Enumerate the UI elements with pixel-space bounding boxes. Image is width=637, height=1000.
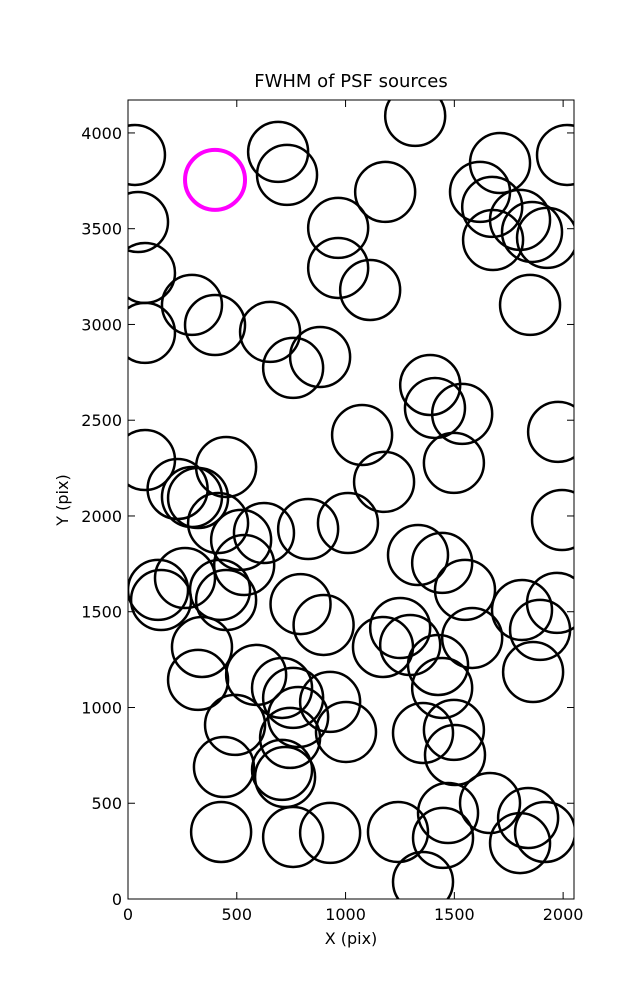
source-circle <box>391 701 455 765</box>
source-circle <box>490 578 554 642</box>
source-circle <box>238 300 302 364</box>
source-circle <box>316 491 380 555</box>
source-circle <box>189 800 253 864</box>
y-axis-label: Y (pix) <box>53 474 72 526</box>
source-circle <box>498 273 562 337</box>
y-tick-label: 0 <box>112 890 122 909</box>
source-circle <box>276 497 340 561</box>
source-circle <box>461 208 525 272</box>
y-tick-label: 500 <box>91 794 122 813</box>
x-tick-label: 500 <box>222 905 253 924</box>
x-axis-label: X (pix) <box>325 929 378 948</box>
source-circle <box>203 693 267 757</box>
source-circle <box>458 771 522 835</box>
source-circle <box>411 806 475 870</box>
source-circle <box>183 147 248 212</box>
source-circle <box>128 123 167 187</box>
y-tick-label: 2000 <box>81 507 122 526</box>
source-circle <box>501 640 565 704</box>
source-circle <box>391 850 455 899</box>
source-circle <box>530 488 574 552</box>
source-circle <box>186 491 250 555</box>
source-circle <box>160 273 224 337</box>
source-circle <box>353 160 417 224</box>
x-tick-label: 2000 <box>543 905 584 924</box>
source-circle <box>261 336 325 400</box>
source-circle <box>433 558 497 622</box>
source-circle <box>250 738 314 802</box>
source-circle <box>298 801 362 865</box>
source-circle <box>183 293 247 357</box>
source-circle <box>306 196 370 260</box>
source-circle <box>535 123 574 187</box>
source-circle <box>430 382 494 446</box>
source-circle <box>368 596 432 660</box>
source-circle <box>500 200 564 264</box>
x-tick-label: 1500 <box>434 905 475 924</box>
source-circle <box>515 206 574 270</box>
source-circle <box>386 523 450 587</box>
source-circle <box>212 533 276 597</box>
source-circle <box>508 598 572 662</box>
source-circle <box>298 670 362 734</box>
source-circle <box>460 175 524 239</box>
source-circle <box>422 431 486 495</box>
source-circle <box>250 656 314 720</box>
source-circle <box>166 648 230 712</box>
source-circle <box>440 606 504 670</box>
x-tick-label: 1000 <box>325 905 366 924</box>
source-circle <box>383 100 447 148</box>
source-circle <box>192 735 256 799</box>
source-circle <box>488 811 552 875</box>
x-tick-label: 0 <box>123 905 133 924</box>
source-circle <box>258 706 322 770</box>
source-circle <box>410 531 474 595</box>
source-circle <box>352 450 416 514</box>
source-circle <box>496 786 560 850</box>
y-tick-label: 4000 <box>81 124 122 143</box>
source-circle <box>194 435 258 499</box>
source-circle <box>288 325 352 389</box>
source-circle <box>292 593 355 657</box>
y-tick-label: 3500 <box>81 220 122 239</box>
source-circle <box>128 190 170 254</box>
source-circle <box>269 572 332 636</box>
source-circle <box>261 666 325 730</box>
source-circle <box>314 700 378 764</box>
source-circle <box>403 376 467 440</box>
source-circle <box>366 800 430 864</box>
source-circle <box>406 633 470 697</box>
source-circle <box>153 546 217 610</box>
source-circle <box>422 698 486 762</box>
y-tick-label: 2500 <box>81 411 122 430</box>
source-circle <box>513 800 574 864</box>
y-tick-label: 1500 <box>81 603 122 622</box>
source-circle <box>188 558 252 622</box>
source-circle <box>416 781 480 845</box>
source-circle <box>338 258 402 322</box>
source-circle <box>261 805 325 869</box>
y-tick-label: 1000 <box>81 698 122 717</box>
source-circle <box>410 656 474 720</box>
source-circle <box>128 301 177 365</box>
chart-title: FWHM of PSF sources <box>254 71 448 92</box>
source-circle <box>170 615 234 679</box>
source-circle <box>330 403 394 467</box>
source-circle <box>232 501 296 565</box>
y-tick-label: 3000 <box>81 315 122 334</box>
source-circle <box>306 236 370 300</box>
plot-area <box>128 100 574 899</box>
axes-frame <box>127 99 575 900</box>
source-circle <box>526 400 574 464</box>
source-circle <box>255 143 319 207</box>
